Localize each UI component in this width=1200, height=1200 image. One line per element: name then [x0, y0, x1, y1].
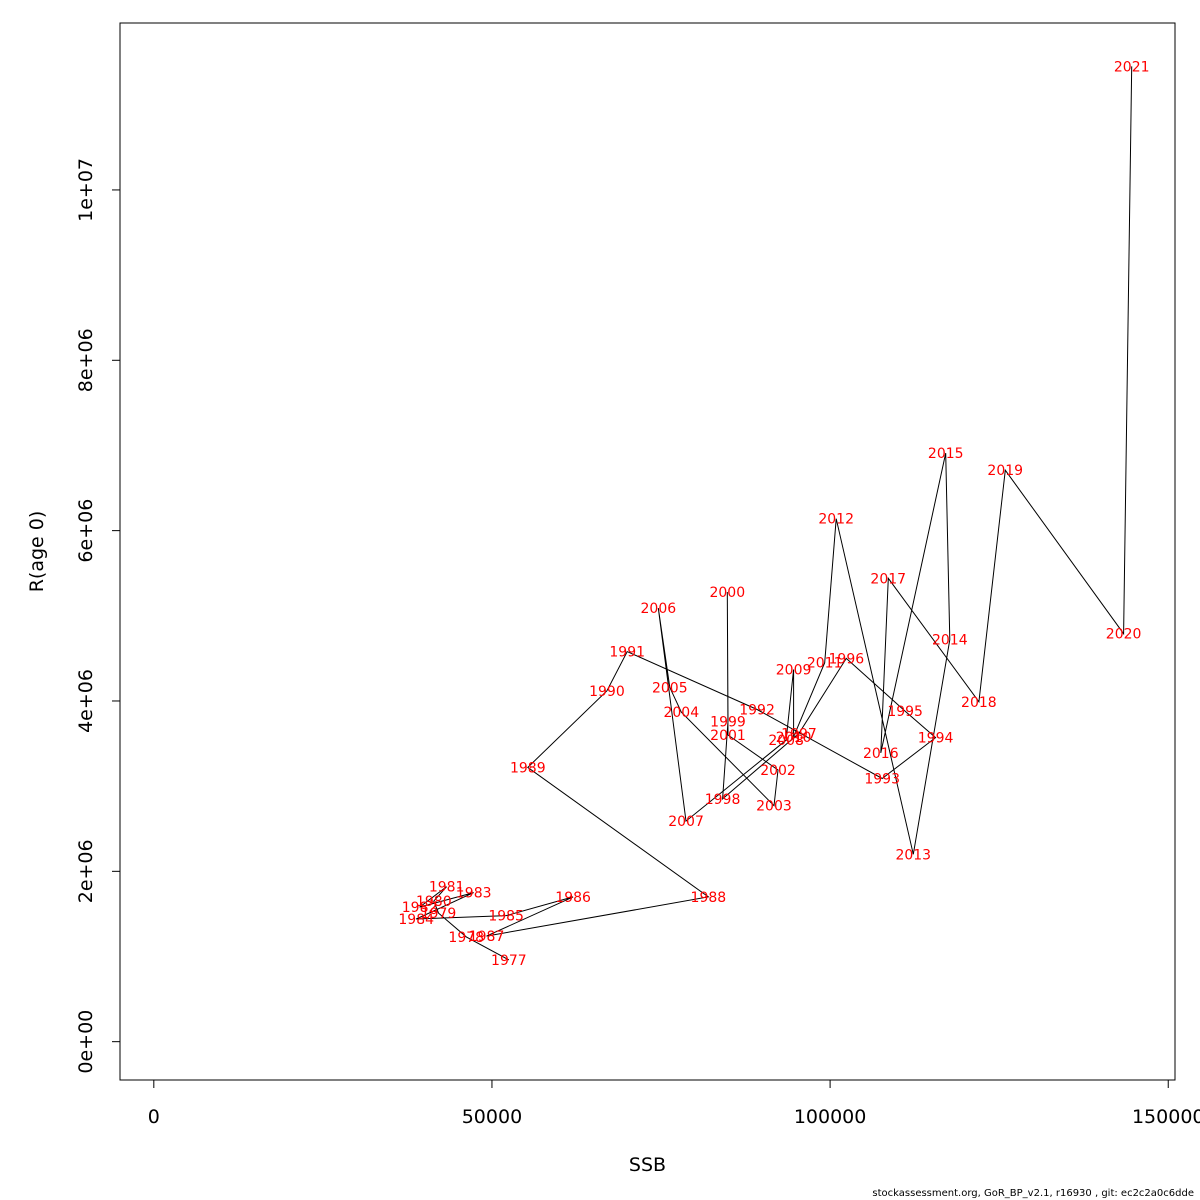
point-label-1995: 1995 [887, 704, 923, 720]
point-label-1993: 1993 [864, 771, 900, 787]
point-label-2020: 2020 [1106, 627, 1142, 643]
point-label-1980: 1980 [416, 894, 452, 910]
point-label-1983: 1983 [456, 886, 492, 902]
point-label-1998: 1998 [705, 792, 741, 808]
point-label-1987: 1987 [469, 929, 505, 945]
y-tick-label: 0e+00 [75, 1010, 97, 1074]
point-label-1981: 1981 [429, 880, 465, 896]
y-tick-label: 8e+06 [75, 328, 97, 392]
point-label-1996: 1996 [829, 651, 865, 667]
point-label-2004: 2004 [663, 705, 699, 721]
y-tick-label: 4e+06 [75, 669, 97, 733]
point-label-1979: 1979 [421, 906, 457, 922]
point-label-2007: 2007 [668, 814, 704, 830]
point-label-2017: 2017 [870, 571, 906, 587]
footer-credit: stockassessment.org, GoR_BP_v2.1, r16930… [872, 1188, 1194, 1199]
point-label-1997: 1997 [781, 726, 817, 742]
series-line [415, 66, 1133, 961]
point-label-1989: 1989 [510, 760, 546, 776]
x-tick-label: 100000 [794, 1106, 867, 1128]
point-label-2003: 2003 [756, 799, 792, 815]
point-label-2000: 2000 [709, 585, 745, 601]
point-label-2018: 2018 [961, 695, 997, 711]
y-tick-label: 1e+07 [75, 158, 97, 222]
point-label-2015: 2015 [928, 446, 964, 462]
x-tick-label: 0 [148, 1106, 160, 1128]
x-axis: 0 50000 100000 150000 [148, 1079, 1200, 1128]
point-label-1992: 1992 [739, 702, 775, 718]
point-label-2013: 2013 [895, 847, 931, 863]
point-label-2011: 2011 [807, 656, 843, 672]
point-label-1986: 1986 [555, 890, 591, 906]
point-label-1994: 1994 [918, 731, 954, 747]
y-tick-label: 2e+06 [75, 839, 97, 903]
point-label-2012: 2012 [818, 512, 854, 528]
point-label-1984: 1984 [398, 912, 434, 928]
point-label-2010: 2010 [776, 730, 812, 746]
point-label-1988: 1988 [691, 890, 727, 906]
point-label-2008: 2008 [768, 733, 804, 749]
point-label-1978: 1978 [448, 930, 484, 946]
point-label-2006: 2006 [641, 601, 677, 617]
point-label-2005: 2005 [652, 680, 688, 696]
point-label-1977: 1977 [491, 953, 527, 969]
point-label-2014: 2014 [932, 633, 968, 649]
y-axis: 0e+00 2e+06 4e+06 6e+06 8e+06 1e+07 [75, 158, 121, 1074]
point-label-2021: 2021 [1114, 59, 1150, 75]
point-label-1999: 1999 [710, 714, 746, 730]
point-label-1982: 1982 [402, 900, 438, 916]
point-label-2001: 2001 [710, 728, 746, 744]
y-axis-title: R(age 0) [26, 511, 48, 593]
point-label-1985: 1985 [488, 909, 524, 925]
point-label-2009: 2009 [776, 662, 812, 678]
x-tick-label: 50000 [462, 1106, 522, 1128]
x-tick-label: 150000 [1132, 1106, 1200, 1128]
y-tick-label: 6e+06 [75, 499, 97, 563]
point-label-1991: 1991 [609, 645, 645, 661]
point-label-2019: 2019 [987, 463, 1023, 479]
plot-frame [119, 22, 1176, 1081]
x-axis-title: SSB [629, 1154, 666, 1176]
point-label-2002: 2002 [760, 763, 796, 779]
point-label-1990: 1990 [589, 684, 625, 700]
point-label-2016: 2016 [863, 746, 899, 762]
